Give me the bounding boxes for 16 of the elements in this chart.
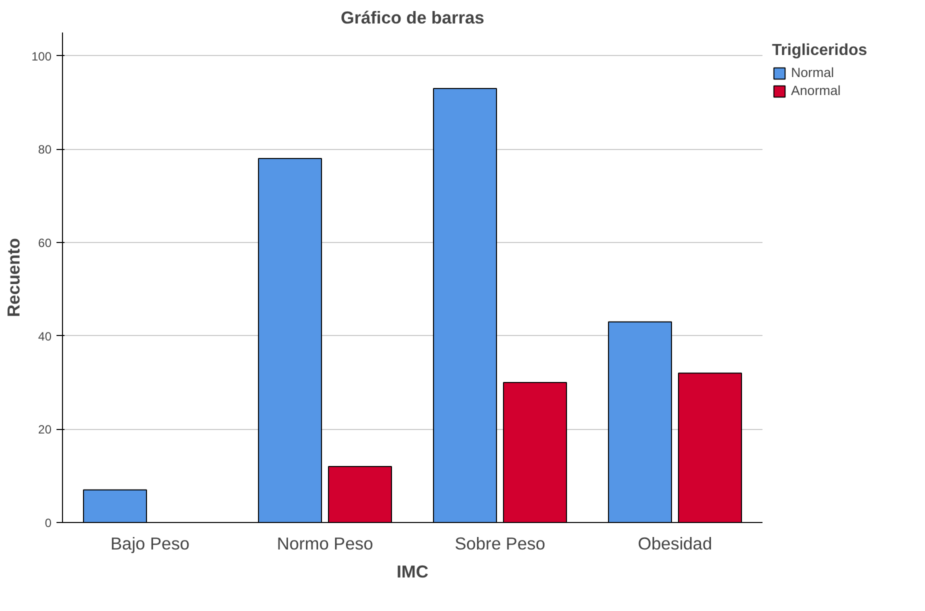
x-axis-title: IMC (396, 562, 429, 582)
legend-title: Trigliceridos (772, 42, 868, 60)
x-tick-label: Bajo Peso (110, 534, 190, 554)
x-tick-label: Normo Peso (276, 534, 374, 554)
chart-title: Gráfico de barras (340, 8, 484, 28)
y-tick-label: 40 (38, 329, 52, 344)
y-tick-label: 100 (31, 49, 52, 64)
y-tick-label: 0 (44, 516, 52, 530)
legend-label: Anormal (791, 83, 841, 98)
legend-label: Normal (791, 65, 834, 80)
y-tick-label: 60 (38, 236, 52, 250)
x-tick-label: Obesidad (638, 534, 712, 554)
y-tick-label: 20 (38, 422, 52, 437)
x-tick-label: Sobre Peso (454, 534, 546, 554)
y-tick-label: 80 (38, 142, 52, 157)
y-axis-title: Recuento (3, 238, 24, 317)
